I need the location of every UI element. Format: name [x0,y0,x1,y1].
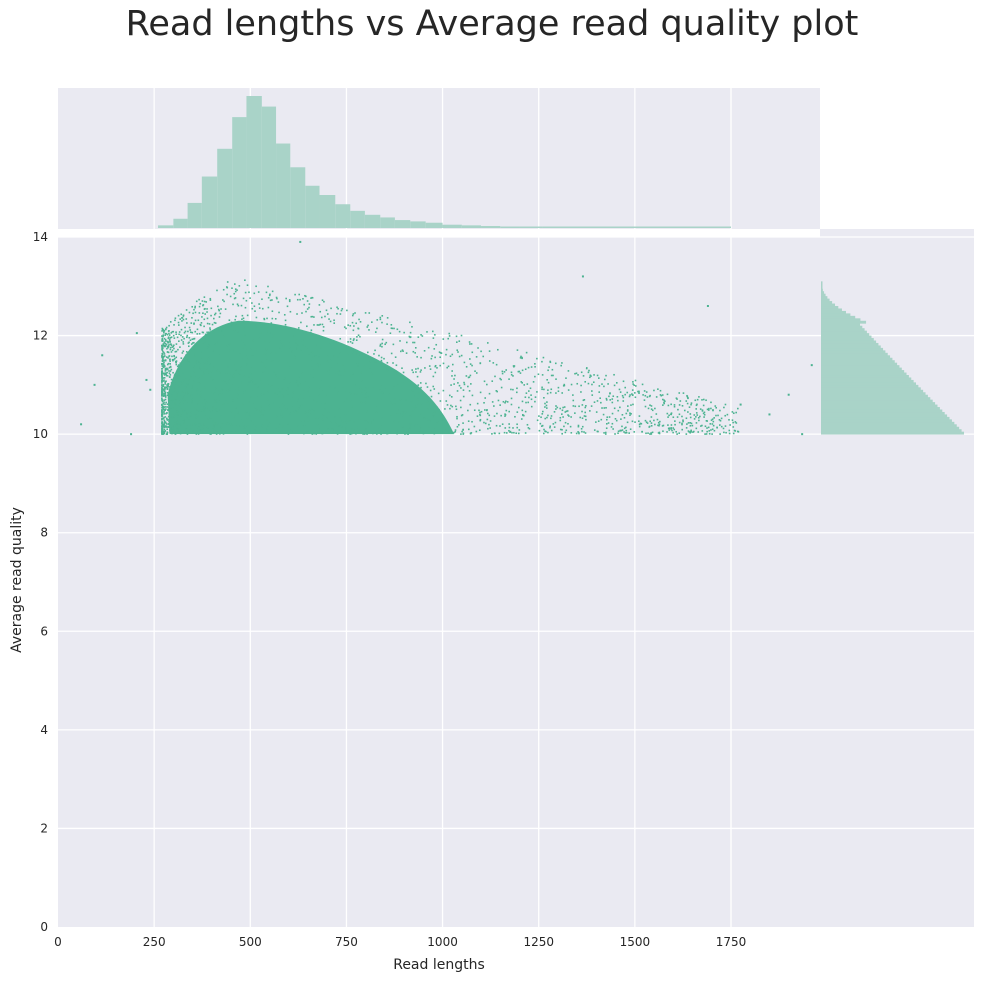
y-tick-label: 2 [40,821,48,835]
x-tick-label: 500 [239,935,262,949]
y-tick-label: 14 [33,230,48,244]
y-tick-label: 0 [40,920,48,934]
top-marginal-histogram [157,96,731,228]
y-tick-label: 10 [33,427,48,441]
x-tick-label: 250 [143,935,166,949]
y-axis-ticks: 0 2 4 6 8 10 12 14 [33,230,48,934]
top-marginal-background [58,88,820,229]
x-tick-label: 1750 [716,935,747,949]
chart-title: Read lengths vs Average read quality plo… [125,4,859,44]
y-tick-label: 6 [40,624,48,638]
y-axis-label: Average read quality [9,507,25,653]
scatter-points [80,240,813,436]
x-axis-label: Read lengths [393,957,485,973]
y-tick-label: 4 [40,723,48,737]
y-tick-label: 12 [33,329,48,343]
y-tick-label: 8 [40,526,48,540]
x-tick-label: 1250 [523,935,554,949]
x-axis-ticks: 0 250 500 750 1000 1250 1500 1750 [54,935,746,949]
x-tick-label: 750 [335,935,358,949]
x-tick-label: 1500 [620,935,651,949]
right-marginal-histogram [821,281,964,435]
x-tick-label: 1000 [427,935,458,949]
x-tick-label: 0 [54,935,62,949]
